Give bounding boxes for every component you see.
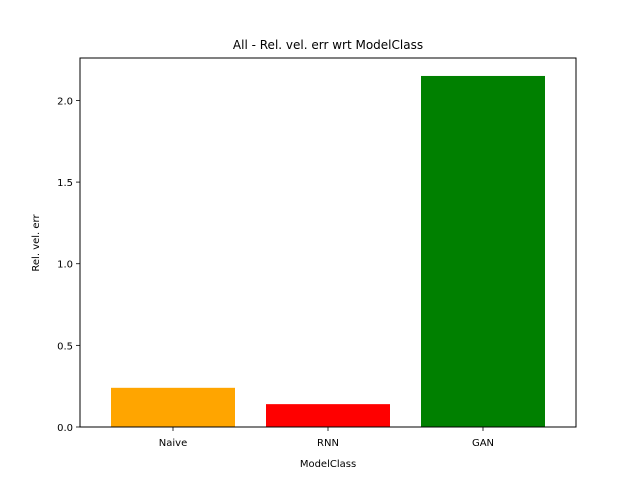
bar-naive <box>111 387 235 427</box>
bars-layer <box>111 75 545 427</box>
ticks-layer: Naive RNN GAN 0.0 0.5 1.0 1.5 2.0 <box>57 96 494 449</box>
plot-frame <box>79 57 577 428</box>
bar-rnn <box>266 404 390 427</box>
x-axis-label: ModelClass <box>300 459 356 470</box>
y-tick-label: 1.5 <box>57 178 73 189</box>
bar-gan <box>421 75 545 427</box>
y-tick-label: 0.0 <box>57 423 73 434</box>
y-tick-label: 0.5 <box>57 341 73 352</box>
x-tick-label: RNN <box>317 438 339 449</box>
y-tick-label: 1.0 <box>57 260 73 271</box>
y-tick-label: 2.0 <box>57 96 73 107</box>
x-tick-label: GAN <box>472 438 494 449</box>
x-tick-label: Naive <box>159 438 187 449</box>
y-axis-label: Rel. vel. err <box>31 214 42 272</box>
chart-title: All - Rel. vel. err wrt ModelClass <box>233 38 423 52</box>
